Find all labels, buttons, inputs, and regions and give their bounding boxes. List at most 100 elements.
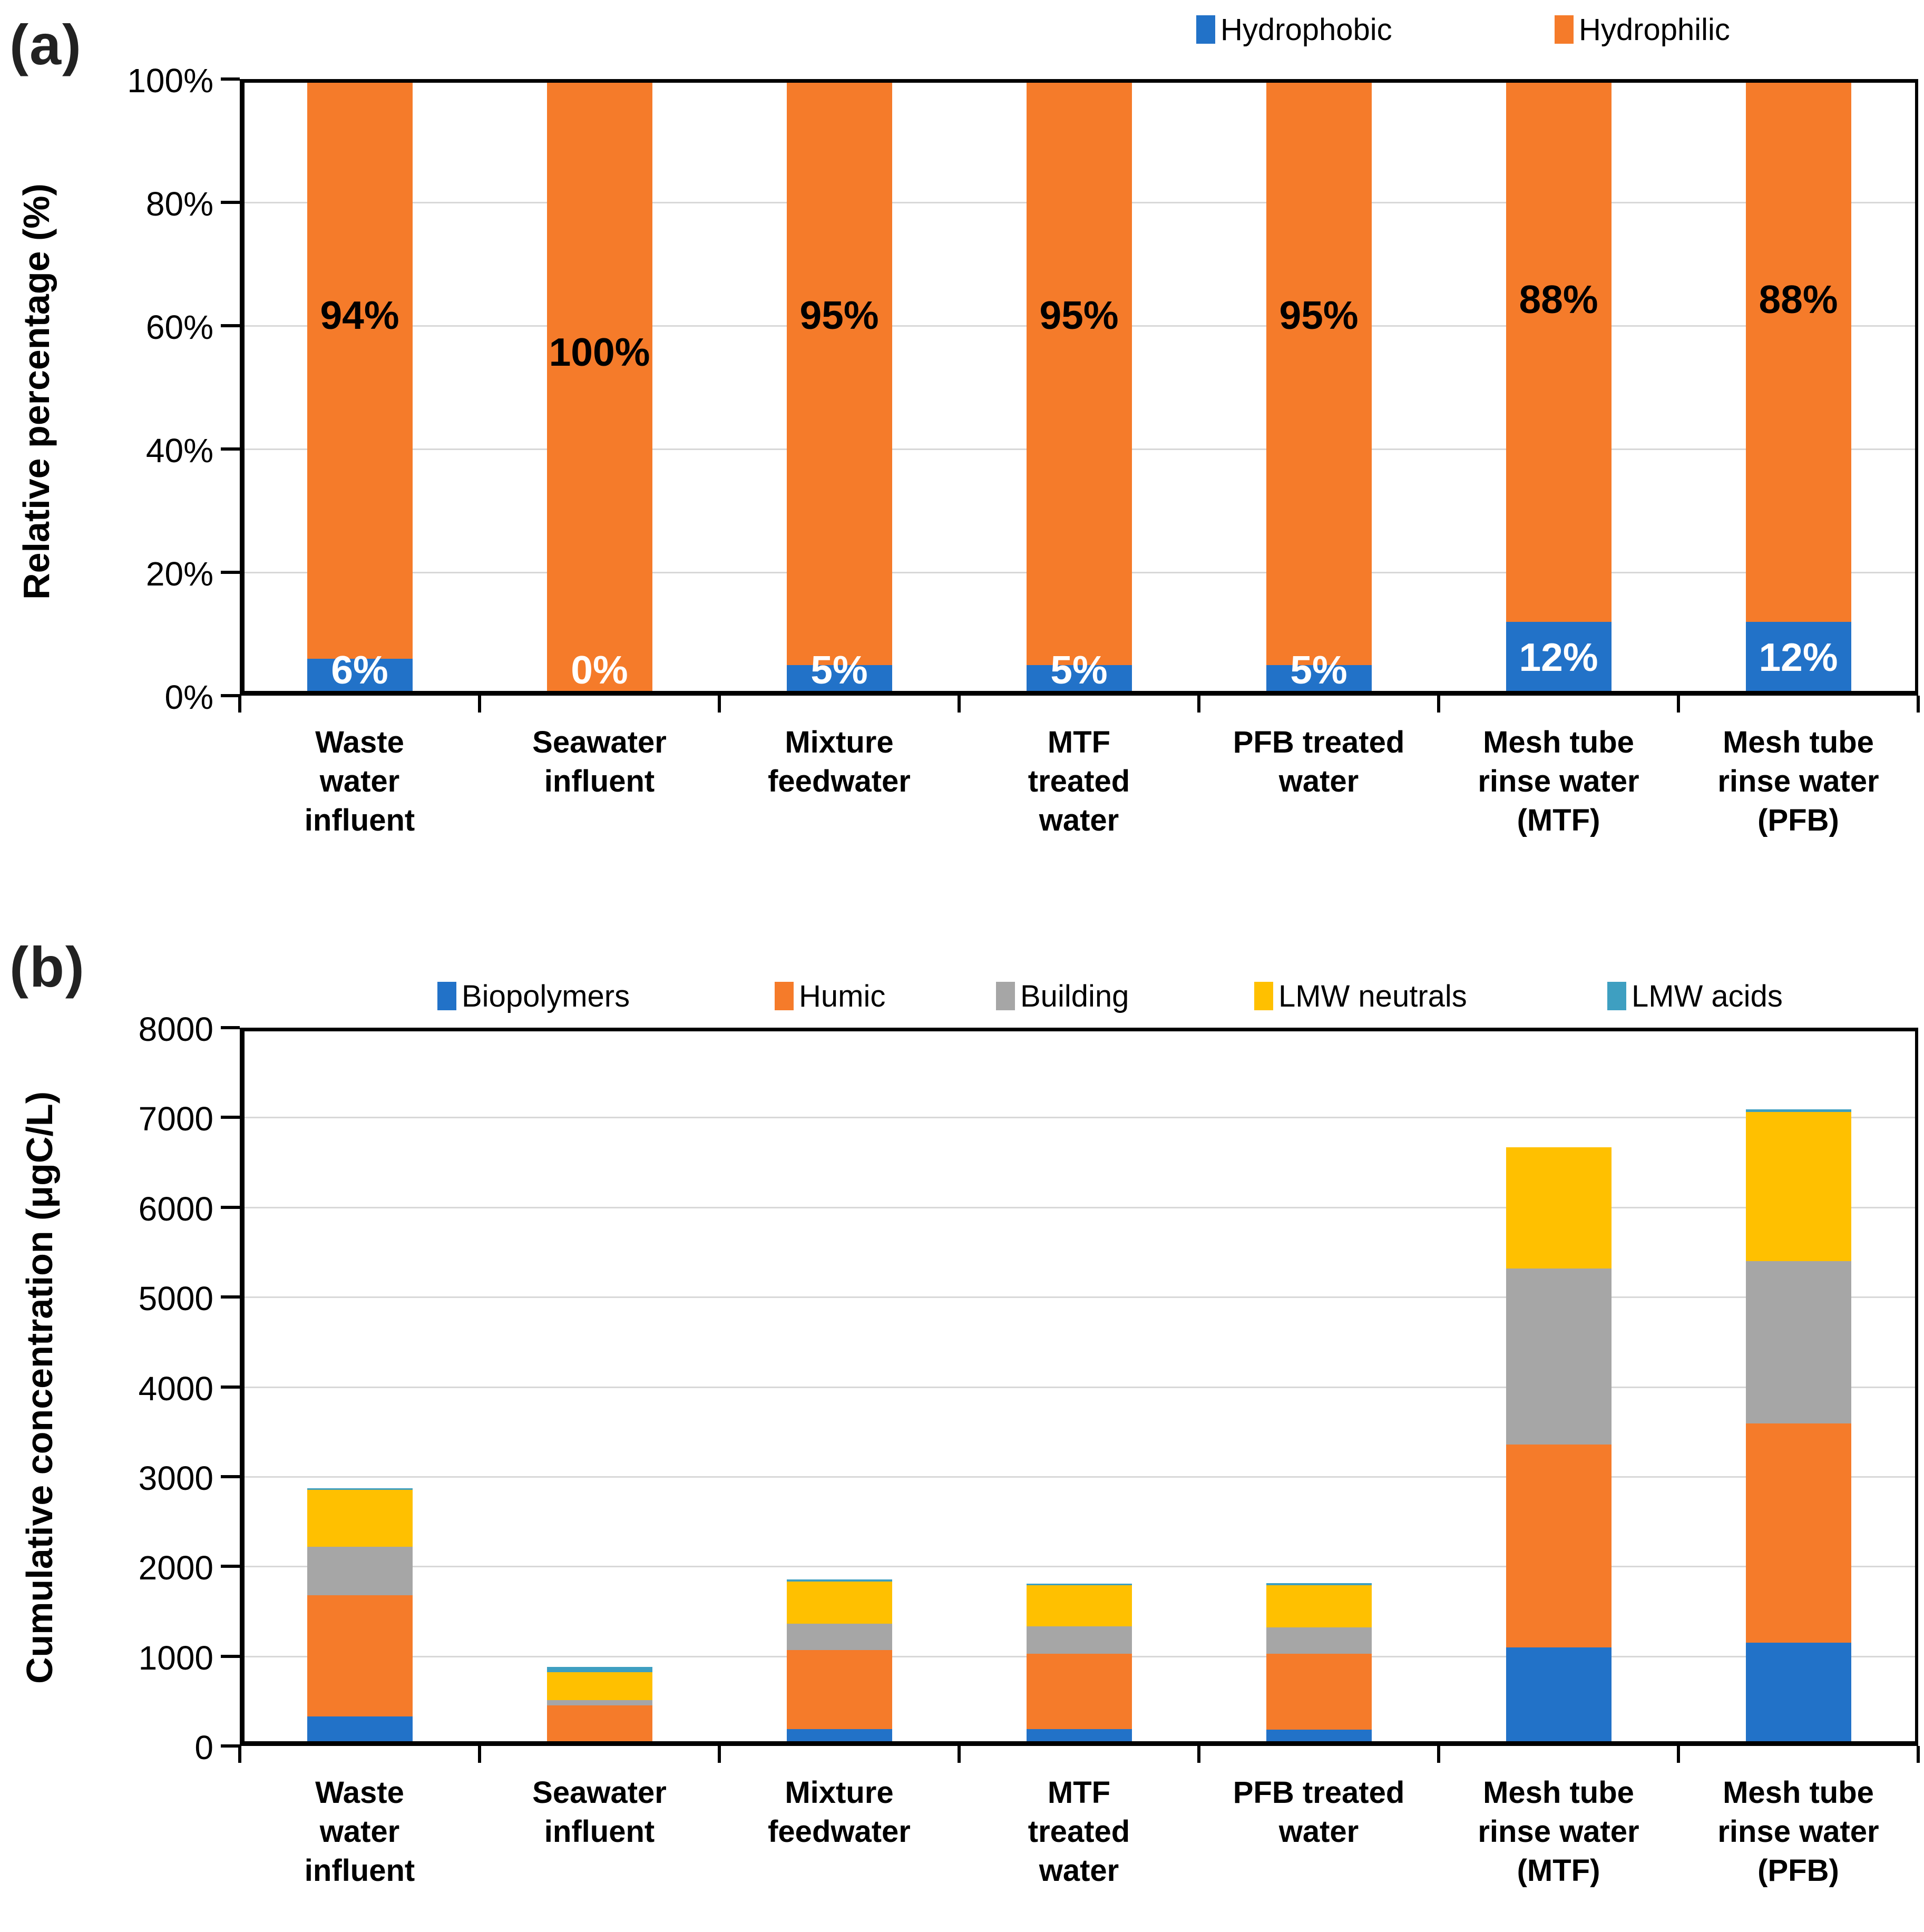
segment-humic	[1506, 1444, 1612, 1647]
bar-mixture-feedwater: 5% 95%	[786, 79, 892, 696]
x-category-label: PFB treated water	[1233, 1775, 1405, 1849]
y-axis-tick-label: 3000	[138, 1459, 213, 1497]
y-axis-tick	[221, 77, 240, 81]
hydrophilic-value-label: 95%	[799, 292, 879, 337]
hydrophilic-value-label: 88%	[1759, 277, 1838, 322]
hydrophobic-value-label: 5%	[1290, 648, 1347, 692]
segment-humic	[1266, 1653, 1372, 1730]
legend-label: Hydrophobic	[1220, 12, 1392, 47]
hydrophobic-value-label: 6%	[331, 648, 388, 692]
segment-humic	[1026, 1653, 1132, 1729]
gridline	[240, 1386, 1918, 1388]
y-axis-tick-label: 0%	[164, 678, 214, 716]
segment-hydrophobic	[1506, 621, 1612, 696]
y-axis-tick	[221, 447, 240, 451]
x-category-label: Mesh tube rinse water (PFB)	[1717, 725, 1879, 837]
segment-building	[1266, 1627, 1372, 1654]
legend-swatch-icon	[1555, 15, 1574, 44]
legend-item-lmw-acids: LMW acids	[1607, 975, 1783, 1017]
bar-mesh tube-rinse water-(pfb): 12% 88%	[1745, 79, 1851, 696]
x-axis-tick	[958, 696, 961, 713]
y-axis-tick-label: 40%	[145, 432, 213, 470]
panel-a-plot-area: 6% 94% 0% 100% 5% 95% 5% 95% 5% 95% 12% 88% 12% 88%	[240, 79, 1918, 696]
legend-item-humic: Humic	[775, 975, 885, 1017]
bar-mesh tube-rinse water-(mtf)	[1506, 1147, 1612, 1746]
legend-item-hydrophobic: Hydrophobic	[1196, 8, 1392, 51]
gridline	[240, 1476, 1918, 1478]
x-axis-tick	[1197, 696, 1200, 713]
y-axis-tick	[221, 324, 240, 327]
segment-lmw-neutrals	[1026, 1585, 1132, 1627]
hydrophilic-value-label: 88%	[1519, 277, 1598, 322]
hydrophilic-value-label: 95%	[1039, 292, 1119, 337]
hydrophobic-value-label: 5%	[1050, 648, 1108, 692]
bar-seawater-influent: 0% 100%	[546, 79, 652, 696]
x-category-label: Mesh tube rinse water (MTF)	[1478, 725, 1639, 837]
segment-humic	[307, 1595, 413, 1716]
y-axis-tick	[221, 1565, 240, 1568]
segment-hydrophobic	[1026, 665, 1132, 696]
gridline	[240, 1206, 1918, 1208]
y-axis-tick	[221, 694, 240, 697]
x-axis-tick	[958, 1746, 961, 1763]
legend-label: Humic	[799, 979, 886, 1013]
x-axis-tick	[1677, 1746, 1680, 1763]
x-category-label: MTF treated water	[1028, 1775, 1130, 1888]
gridline	[240, 1566, 1918, 1568]
segment-hydrophilic	[1026, 79, 1132, 665]
y-axis-tick-label: 8000	[138, 1010, 213, 1048]
segment-hydrophilic	[546, 79, 652, 696]
segment-lmw-acids	[307, 1488, 413, 1490]
segment-hydrophobic	[786, 665, 892, 696]
segment-lmw-neutrals	[1266, 1585, 1372, 1628]
x-axis-tick	[238, 1746, 241, 1763]
bar-pfb treated-water: 5% 95%	[1266, 79, 1372, 696]
segment-biopolymers	[1745, 1643, 1851, 1746]
legend-item-building: Building	[996, 975, 1129, 1017]
bar-waste-water-influent: 6% 94%	[307, 79, 413, 696]
y-axis-tick-label: 5000	[138, 1280, 213, 1318]
x-category-label: MTF treated water	[1028, 725, 1130, 837]
hydrophobic-value-label: 12%	[1519, 635, 1598, 679]
y-axis-tick-label: 60%	[145, 308, 213, 346]
panel-b-plot-area	[240, 1028, 1918, 1746]
x-category-label: PFB treated water	[1233, 725, 1405, 798]
legend-swatch-icon	[437, 982, 456, 1010]
y-axis-tick-label: 7000	[138, 1100, 213, 1138]
segment-lmw-neutrals	[1506, 1147, 1612, 1269]
hydrophobic-value-label: 12%	[1759, 635, 1838, 679]
segment-hydrophilic	[307, 79, 413, 659]
segment-hydrophilic	[1745, 79, 1851, 622]
x-axis-tick	[1677, 696, 1680, 713]
panel-b-tag: (b)	[9, 935, 85, 999]
legend-swatch-icon	[1254, 982, 1273, 1010]
y-axis-tick	[221, 1475, 240, 1478]
x-axis-tick	[718, 1746, 721, 1763]
y-axis-tick	[221, 571, 240, 574]
hydrophobic-value-label: 5%	[810, 648, 868, 692]
bar-mesh tube-rinse water-(mtf): 12% 88%	[1506, 79, 1612, 696]
segment-hydrophilic	[1266, 79, 1372, 665]
y-axis-tick	[221, 201, 240, 204]
bar-seawater-influent	[546, 1667, 652, 1746]
segment-building	[1506, 1268, 1612, 1445]
segment-biopolymers	[307, 1716, 413, 1746]
x-axis-tick	[478, 1746, 481, 1763]
segment-hydrophilic	[786, 79, 892, 665]
bar-mixture-feedwater	[786, 1579, 892, 1746]
x-category-label: Waste water influent	[304, 725, 415, 837]
segment-hydrophilic	[1506, 79, 1612, 622]
x-axis-tick	[1437, 1746, 1440, 1763]
x-category-label: Mixture feedwater	[768, 1775, 911, 1849]
x-category-label: Mesh tube rinse water (PFB)	[1717, 1775, 1879, 1888]
segment-lmw-neutrals	[1745, 1112, 1851, 1261]
segment-building	[307, 1546, 413, 1595]
panel-b-legend: Biopolymers Humic Building LMW neutrals LMW …	[0, 975, 1924, 1017]
segment-lmw-acids	[786, 1579, 892, 1582]
bar-mesh tube-rinse water-(pfb)	[1745, 1109, 1851, 1746]
y-axis-tick	[221, 1295, 240, 1299]
segment-building	[786, 1624, 892, 1650]
segment-lmw-neutrals	[307, 1490, 413, 1547]
panel-a-legend: Hydrophobic Hydrophilic	[0, 8, 1924, 51]
segment-humic	[546, 1705, 652, 1742]
